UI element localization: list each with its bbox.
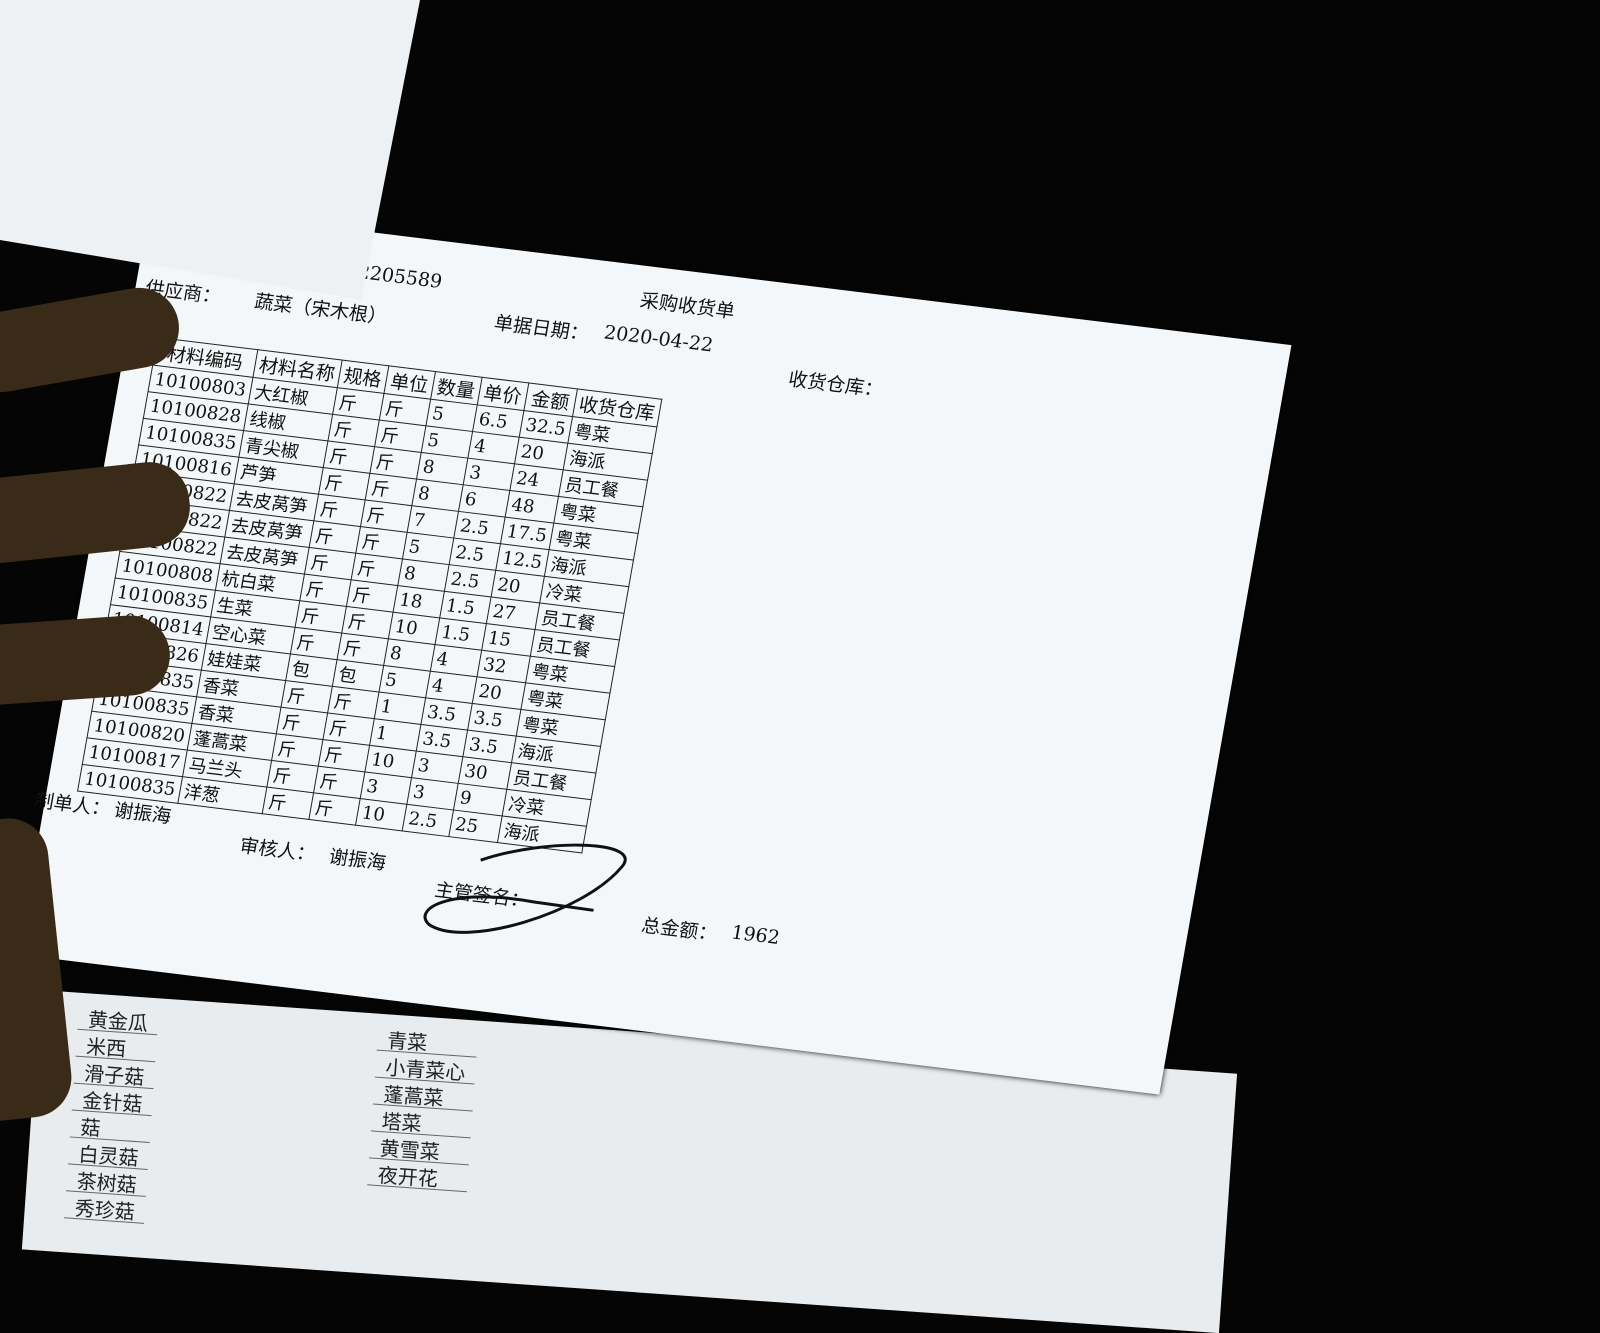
reviewer-label: 审核人： [237, 834, 318, 866]
table-cell: 斤 [261, 787, 314, 820]
signature [423, 843, 627, 934]
lower-right-column: 青菜 小青菜心 蓬蒿菜 塔菜 黄雪菜 夜开花 [367, 1023, 479, 1193]
receipt: 采购收货单 单据编码： 212020042205589 供应商： 蔬菜（宋木根）… [17, 205, 1292, 1095]
date-label: 单据日期： [492, 311, 591, 346]
items-table: 材料编码 材料名称 规格 单位 数量 单价 金额 收货仓库 10100803 大红椒斤斤 5 6.5… [77, 337, 662, 854]
lower-item: 夜开花 [367, 1158, 469, 1193]
table-cell: 10 [355, 798, 407, 831]
title: 采购收货单 [638, 289, 737, 323]
total: 1962 [729, 921, 782, 950]
table-body: 10100803 大红椒斤斤 5 6.5 32.5 粤菜 10100828 线椒斤斤 5 4 20 海… [77, 365, 657, 853]
table-cell: 斤 [308, 792, 360, 826]
lower-item: 秀珍菇 [64, 1191, 146, 1224]
date: 2020-04-22 [602, 321, 715, 357]
lower-left-column: 黄金瓜 米西 滑子菇 金针菇菇白灵菇 茶树菇 秀珍菇 [64, 1002, 160, 1224]
page: 黄金瓜 米西 滑子菇 金针菇菇白灵菇 茶树菇 秀珍菇 青菜 小青菜心 蓬蒿菜 塔菜 黄雪菜 夜开花 … [0, 0, 1292, 1333]
reviewer: 谢振海 [327, 845, 388, 875]
maker: 谢振海 [112, 799, 173, 828]
folded-page [0, 0, 420, 300]
warehouse-label: 收货仓库： [786, 368, 885, 402]
